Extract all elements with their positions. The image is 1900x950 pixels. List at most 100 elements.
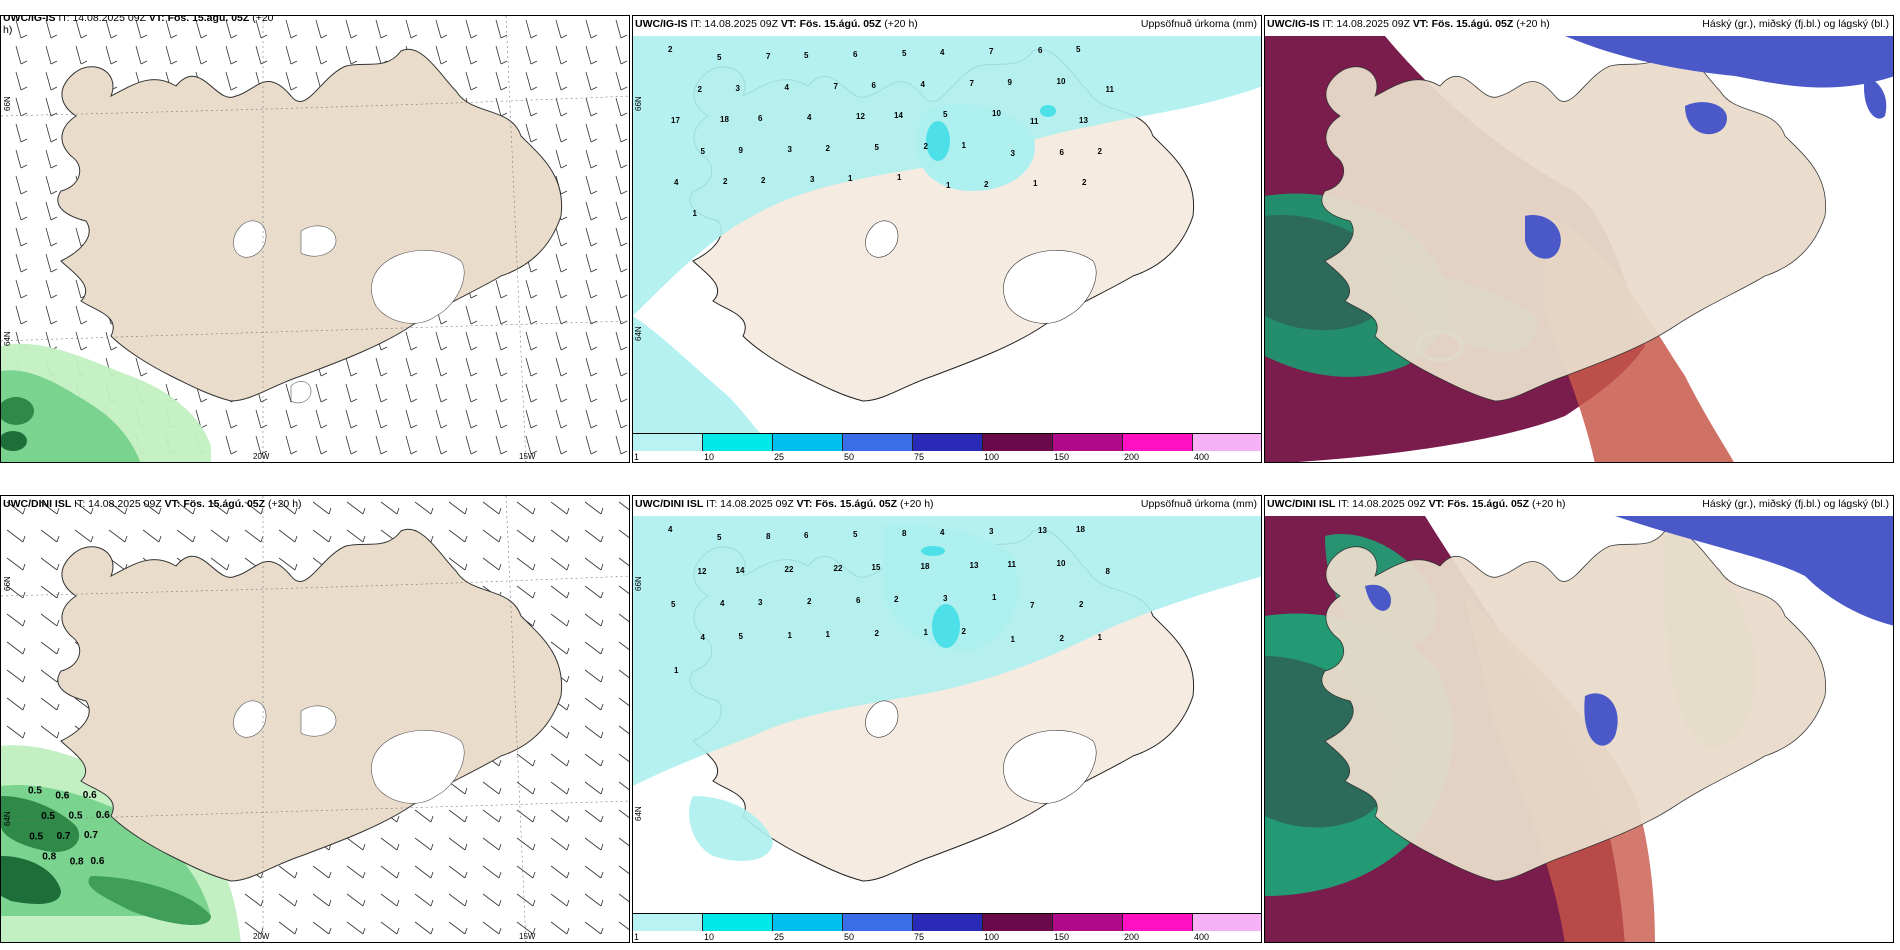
colorbar-segment — [1123, 434, 1193, 451]
panel-title: UWC/IG-IS IT: 14.08.2025 09Z VT: Fös. 15… — [1267, 18, 1550, 30]
colorbar-segment — [1123, 914, 1193, 931]
map-value-label: 14 — [736, 566, 745, 575]
map-value-label: 22 — [785, 565, 794, 574]
colorbar-segment — [1053, 914, 1123, 931]
map-value-label: 13 — [1079, 116, 1088, 125]
map-value-label: 5 — [902, 49, 907, 58]
map-value-label: 5 — [943, 110, 948, 119]
map-canvas — [1265, 16, 1893, 462]
map-value-label: 3 — [758, 598, 763, 607]
model-name: UWC/IG-IS — [3, 15, 56, 24]
map-value-label: 8 — [766, 532, 771, 541]
map-value-label: 15 — [872, 563, 881, 572]
colorbar-tick-label: 150 — [1054, 452, 1070, 462]
map-value-label: 1 — [924, 628, 929, 637]
map-value-label: 5 — [804, 51, 809, 60]
lead-time: (+20 — [252, 15, 274, 24]
snow-depth-shading — [1, 343, 211, 462]
map-value-label: 6 — [1060, 148, 1065, 157]
colorbar-tick-label: 400 — [1194, 452, 1210, 462]
colorbar-segment — [633, 434, 703, 451]
lat-label-64n: 64N — [3, 331, 12, 346]
init-time: IT: 14.08.2025 09Z — [74, 498, 162, 510]
map-value-label: 17 — [671, 116, 680, 125]
map-value-label: 18 — [1076, 525, 1085, 534]
precip-shading — [633, 516, 1261, 861]
low-cloud-shading — [1365, 516, 1893, 746]
map-value-label: 10 — [1057, 559, 1066, 568]
map-value-label: 4 — [940, 528, 945, 537]
valid-time: VT: Fös. 15.ágú. 05Z — [1412, 18, 1514, 30]
map-value-label: 2 — [1079, 600, 1084, 609]
init-time: IT: 14.08.2025 09Z — [1322, 18, 1410, 30]
map-value-label: 0.5 — [69, 811, 83, 822]
map-value-label: 4 — [674, 178, 679, 187]
valid-time: VT: Fös. 15.ágú. 05Z — [1428, 498, 1530, 510]
map-value-label: 18 — [720, 115, 729, 124]
map-value-label: 8 — [1106, 567, 1111, 576]
map-value-label: 0.8 — [42, 852, 56, 863]
colorbar-segment — [1193, 434, 1261, 451]
map-value-label: 3 — [810, 175, 815, 184]
map-value-label: 1 — [1098, 633, 1103, 642]
map-value-label: 6 — [856, 596, 861, 605]
map-value-label: 2 — [698, 85, 703, 94]
map-value-label: 0.6 — [96, 810, 110, 821]
map-value-label: 4 — [668, 525, 673, 534]
map-value-label: 7 — [1030, 601, 1035, 610]
map-value-label: 2 — [962, 627, 967, 636]
lat-label-64n: 64N — [3, 811, 12, 826]
map-value-label: 0.5 — [41, 811, 55, 822]
map-value-label: 0.5 — [28, 786, 42, 797]
panel-variable-title: Háský (gr.), miðský (fj.bl.) og lágský (… — [1702, 18, 1889, 30]
map-value-label: 4 — [785, 83, 790, 92]
colorbar-segment — [913, 914, 983, 931]
panel-top-middle-precip-map: 2 5 7 5 6 5 4 7 6 5 2 3 4 7 6 4 7 9 10 11 17 18 6 4 12 14 5 10 11 13 5… — [632, 15, 1262, 463]
map-value-label: 1 — [1011, 635, 1016, 644]
map-value-label: 12 — [856, 112, 865, 121]
panel-title: UWC/DINI ISL IT: 14.08.2025 09Z VT: Fös.… — [635, 498, 934, 510]
init-time: IT: 14.08.2025 09Z — [690, 18, 778, 30]
panel-top-right-cloud-map: UWC/IG-IS IT: 14.08.2025 09Z VT: Fös. 15… — [1264, 15, 1894, 463]
colorbar-tick-label: 200 — [1124, 932, 1140, 942]
lead-time: (+20 h) — [899, 498, 934, 510]
valid-time: VT: Fös. 15.ágú. 05Z — [148, 15, 250, 24]
colorbar-segment — [773, 914, 843, 931]
map-value-label: 2 — [826, 144, 831, 153]
map-value-label: 2 — [875, 629, 880, 638]
map-value-label: 18 — [921, 562, 930, 571]
colorbar-segment — [1193, 914, 1261, 931]
map-value-label: 0.6 — [83, 790, 97, 801]
map-value-label: 3 — [989, 527, 994, 536]
map-value-label: 9 — [739, 146, 744, 155]
colorbar-tick-label: 10 — [704, 932, 715, 942]
panel-bottom-left-wind-snow-map: 0.5 0.6 0.6 0.5 0.5 0.6 0.5 0.7 0.7 0.8 0.8 0.6 UWC… — [0, 495, 630, 943]
panel-title: UWC/DINI ISL IT: 14.08.2025 09Z VT: Fös.… — [1267, 498, 1566, 510]
map-value-label: 2 — [723, 177, 728, 186]
colorbar-segment — [703, 914, 773, 931]
map-value-label: 1 — [788, 631, 793, 640]
map-value-label: 4 — [701, 633, 706, 642]
map-value-label: 1 — [1033, 179, 1038, 188]
map-canvas: 0.5 0.6 0.60.5 0.5 0.60.5 0.7 0.70.8 0.8 0.6 — [1, 496, 629, 942]
lon-label-15w: 15W — [519, 932, 536, 941]
map-value-label: 4 — [807, 113, 812, 122]
map-value-label: 5 — [853, 530, 858, 539]
colorbar-segment — [983, 914, 1053, 931]
colorbar-tick-label: 50 — [844, 452, 855, 462]
map-value-label: 10 — [1057, 77, 1066, 86]
colorbar-tick-label: 1 — [634, 452, 640, 462]
map-value-label: 2 — [1082, 178, 1087, 187]
precip-shading — [633, 36, 1261, 436]
colorbar-tick-label: 10 — [704, 452, 715, 462]
colorbar-segment — [843, 434, 913, 451]
init-time: IT: 14.08.2025 09Z — [1338, 498, 1426, 510]
init-time: IT: 14.08.2025 09Z — [706, 498, 794, 510]
map-value-label: 13 — [970, 561, 979, 570]
map-value-label: 1 — [674, 666, 679, 675]
map-value-label: 6 — [804, 531, 809, 540]
map-value-label: 5 — [1076, 45, 1081, 54]
colorbar-tick-label: 200 — [1124, 452, 1140, 462]
